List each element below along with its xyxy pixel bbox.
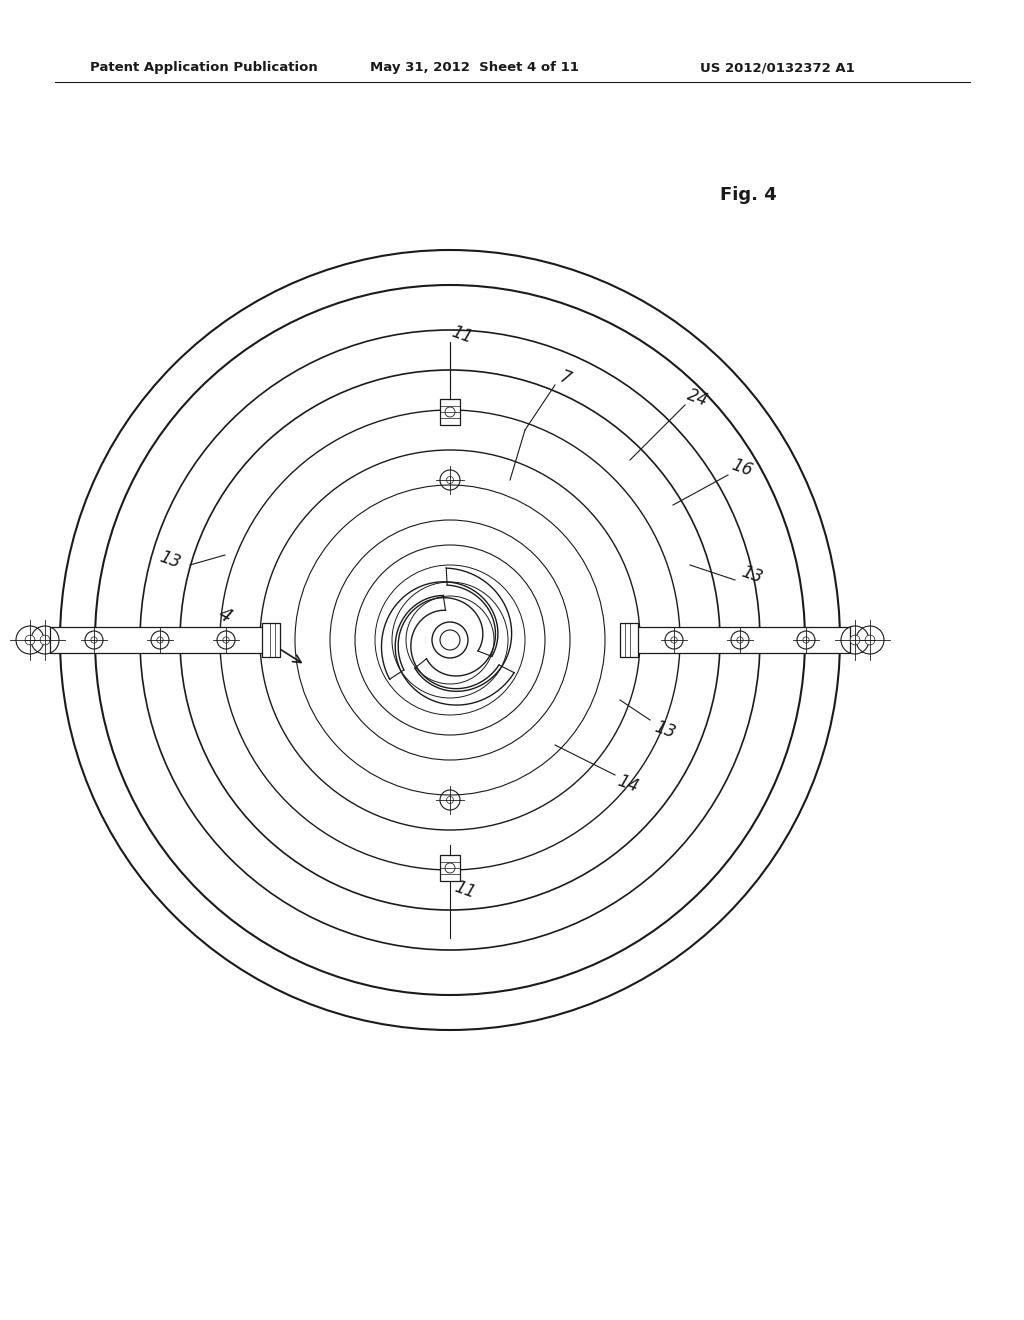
Circle shape [671, 636, 677, 643]
Text: 7: 7 [557, 368, 573, 388]
Circle shape [26, 635, 35, 645]
Circle shape [850, 635, 860, 645]
Text: 13: 13 [739, 562, 765, 587]
Circle shape [446, 796, 454, 804]
Text: Fig. 4: Fig. 4 [720, 186, 777, 205]
Bar [620, 623, 638, 657]
Text: 16: 16 [729, 455, 755, 480]
Bar [50, 627, 270, 653]
Circle shape [40, 635, 50, 645]
Text: 11: 11 [452, 878, 478, 902]
Circle shape [803, 636, 809, 643]
Text: 11: 11 [449, 323, 475, 347]
Text: 24: 24 [685, 385, 711, 411]
Bar [440, 855, 460, 880]
Circle shape [157, 636, 163, 643]
Text: US 2012/0132372 A1: US 2012/0132372 A1 [700, 62, 855, 74]
Bar [262, 623, 280, 657]
Bar [630, 627, 850, 653]
Circle shape [223, 636, 229, 643]
Text: 14: 14 [615, 772, 641, 796]
Circle shape [446, 477, 454, 483]
Text: Patent Application Publication: Patent Application Publication [90, 62, 317, 74]
Text: May 31, 2012  Sheet 4 of 11: May 31, 2012 Sheet 4 of 11 [370, 62, 579, 74]
Circle shape [865, 635, 874, 645]
Text: 13: 13 [652, 718, 678, 742]
Circle shape [91, 636, 97, 643]
Text: 4: 4 [215, 603, 236, 626]
Bar [440, 399, 460, 425]
Circle shape [737, 636, 743, 643]
Text: 13: 13 [157, 548, 183, 572]
